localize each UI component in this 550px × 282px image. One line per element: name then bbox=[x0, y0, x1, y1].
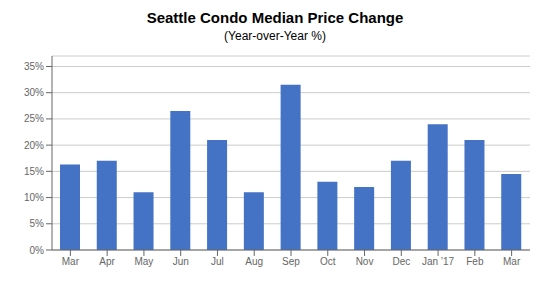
svg-text:Aug: Aug bbox=[245, 256, 263, 267]
svg-text:35%: 35% bbox=[24, 61, 44, 72]
svg-text:15%: 15% bbox=[24, 166, 44, 177]
svg-text:Oct: Oct bbox=[320, 256, 336, 267]
svg-text:Jan ’17: Jan ’17 bbox=[422, 256, 455, 267]
svg-text:5%: 5% bbox=[30, 218, 45, 229]
svg-text:May: May bbox=[134, 256, 153, 267]
svg-text:Mar: Mar bbox=[503, 256, 521, 267]
svg-text:Dec: Dec bbox=[392, 256, 410, 267]
svg-text:10%: 10% bbox=[24, 192, 44, 203]
svg-text:Apr: Apr bbox=[99, 256, 115, 267]
svg-text:Jul: Jul bbox=[211, 256, 224, 267]
svg-text:20%: 20% bbox=[24, 140, 44, 151]
svg-text:Mar: Mar bbox=[62, 256, 80, 267]
html-text:Seattle Condo Median Price Cha: Seattle Condo Median Price Change bbox=[146, 9, 404, 26]
svg-text:25%: 25% bbox=[24, 113, 44, 124]
html-text:(Year-over-Year %): (Year-over-Year %) bbox=[224, 29, 326, 43]
svg-text:Nov: Nov bbox=[356, 256, 374, 267]
svg-text:Jun: Jun bbox=[173, 256, 189, 267]
svg-text:30%: 30% bbox=[24, 87, 44, 98]
svg-text:Sep: Sep bbox=[282, 256, 300, 267]
svg-text:Feb: Feb bbox=[466, 256, 484, 267]
svg-text:0%: 0% bbox=[30, 245, 45, 256]
